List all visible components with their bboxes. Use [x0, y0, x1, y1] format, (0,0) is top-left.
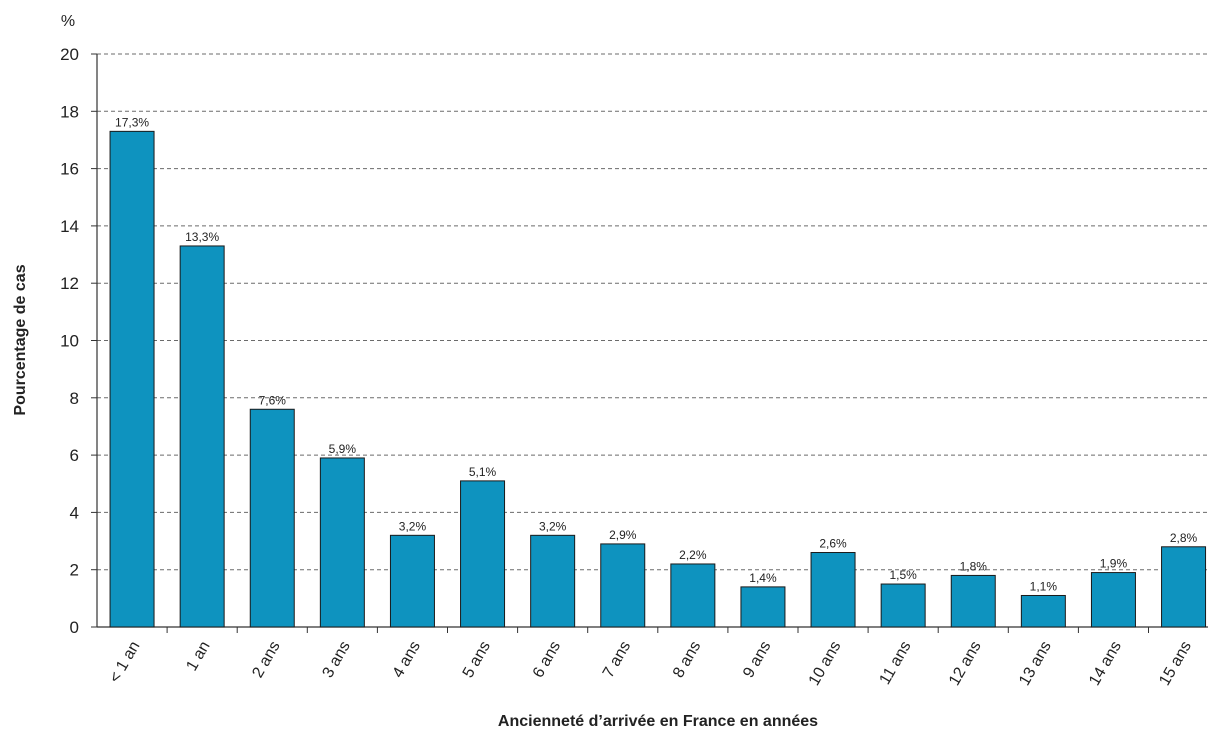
bar-data-label: 17,3%	[115, 115, 149, 129]
x-tick-label: 2 ans	[249, 639, 283, 681]
bar-data-label: 1,5%	[889, 568, 917, 582]
bar	[249, 408, 295, 628]
y-tick-label: 20	[60, 45, 79, 64]
bar-data-label: 3,2%	[399, 519, 427, 533]
x-tick-label: 7 ans	[600, 639, 634, 681]
x-tick-label: 3 ans	[320, 639, 354, 681]
bar-data-label: 2,2%	[679, 548, 707, 562]
bar-data-label: 7,6%	[259, 393, 287, 407]
bar	[600, 543, 646, 628]
bar-data-label: 5,1%	[469, 465, 497, 479]
x-tick-label: < 1 an	[106, 639, 143, 686]
bar	[460, 480, 506, 628]
x-tick-label: 14 ans	[1086, 639, 1125, 689]
y-tick-label: 18	[60, 102, 79, 121]
bar-data-label: 1,9%	[1100, 557, 1128, 571]
x-tick-label: 5 ans	[460, 639, 494, 681]
y-tick-label: 10	[60, 332, 79, 351]
bar	[1161, 546, 1207, 628]
y-tick-label: 8	[70, 389, 79, 408]
x-tick-label: 4 ans	[390, 639, 424, 681]
y-unit-label: %	[61, 13, 75, 30]
bar	[1090, 572, 1136, 628]
x-tick-label: 10 ans	[806, 639, 845, 689]
bar	[319, 457, 365, 628]
bar-data-label: 2,9%	[609, 528, 637, 542]
y-tick-label: 16	[60, 160, 79, 179]
bar	[950, 574, 996, 628]
bar-data-label: 1,1%	[1030, 579, 1058, 593]
bar	[179, 245, 225, 628]
bar	[389, 534, 435, 628]
x-axis-title: Ancienneté d’arrivée en France en années	[498, 713, 818, 730]
x-tick-label: 9 ans	[740, 639, 774, 681]
bar-data-label: 3,2%	[539, 519, 567, 533]
x-tick-labels: < 1 an 1 an 2 ans 3 ans 4 ans 5 ans 6 ans 7 ans…	[106, 639, 1195, 689]
data-labels: 17,3% 13,3% 7,6% 5,9% 3,2% 5,1% 3,2% 2,9% 2,2% 1,…	[115, 115, 1198, 593]
x-tick-label: 6 ans	[530, 639, 564, 681]
bar	[530, 534, 576, 628]
y-tick-label: 2	[70, 561, 79, 580]
bar	[109, 130, 155, 628]
bar	[810, 552, 856, 628]
y-tick-label: 12	[60, 274, 79, 293]
bar	[670, 563, 716, 628]
x-tick-label: 1 an	[183, 639, 213, 674]
bar	[1020, 594, 1066, 628]
y-tick-label: 4	[70, 503, 79, 522]
x-tick-label: 13 ans	[1016, 639, 1055, 689]
bar	[880, 583, 926, 628]
bar	[740, 586, 786, 628]
bars	[109, 130, 1207, 628]
bar-data-label: 1,4%	[749, 571, 777, 585]
bar-data-label: 2,6%	[819, 537, 847, 551]
bar-data-label: 5,9%	[329, 442, 357, 456]
bar-data-label: 1,8%	[960, 559, 988, 573]
y-tick-labels: 0 2 4 6 8 10 12 14 16 18 20	[60, 45, 79, 637]
x-tick-label: 15 ans	[1156, 639, 1195, 689]
bar-data-label: 2,8%	[1170, 531, 1198, 545]
bar-data-label: 13,3%	[185, 230, 219, 244]
y-axis-title: Pourcentage de cas	[12, 264, 29, 415]
y-tick-label: 14	[60, 217, 79, 236]
x-tick-label: 11 ans	[876, 639, 914, 688]
x-tick-label: 8 ans	[670, 639, 704, 681]
y-tick-label: 6	[70, 446, 79, 465]
x-tick-label: 12 ans	[946, 639, 985, 689]
y-tick-label: 0	[70, 618, 79, 637]
